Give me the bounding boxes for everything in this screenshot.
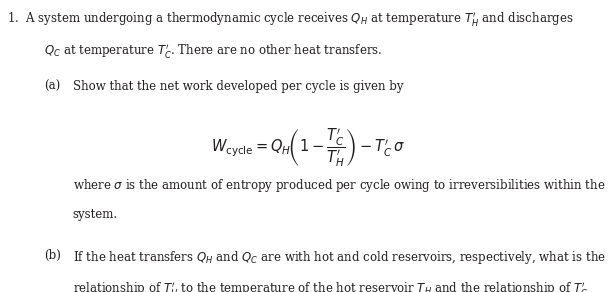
- Text: where $\sigma$ is the amount of entropy produced per cycle owing to irreversibil: where $\sigma$ is the amount of entropy …: [73, 177, 606, 194]
- Text: $W_{\mathrm{cycle}} = Q_H\!\left(1 - \dfrac{T^{\prime}_C}{T^{\prime}_H}\right) -: $W_{\mathrm{cycle}} = Q_H\!\left(1 - \df…: [211, 126, 405, 169]
- Text: (a): (a): [44, 81, 60, 93]
- Text: Show that the net work developed per cycle is given by: Show that the net work developed per cyc…: [73, 81, 403, 93]
- Text: 1.  A system undergoing a thermodynamic cycle receives $Q_H$ at temperature $T^{: 1. A system undergoing a thermodynamic c…: [7, 10, 574, 28]
- Text: relationship of $T^{\prime}_H$ to the temperature of the hot reservoir $T_H$ and: relationship of $T^{\prime}_H$ to the te…: [73, 280, 588, 292]
- Text: $Q_C$ at temperature $T^{\prime}_C$. There are no other heat transfers.: $Q_C$ at temperature $T^{\prime}_C$. The…: [44, 43, 383, 60]
- Text: If the heat transfers $Q_H$ and $Q_C$ are with hot and cold reservoirs, respecti: If the heat transfers $Q_H$ and $Q_C$ ar…: [73, 249, 606, 266]
- Text: (b): (b): [44, 249, 61, 263]
- Text: system.: system.: [73, 208, 118, 221]
